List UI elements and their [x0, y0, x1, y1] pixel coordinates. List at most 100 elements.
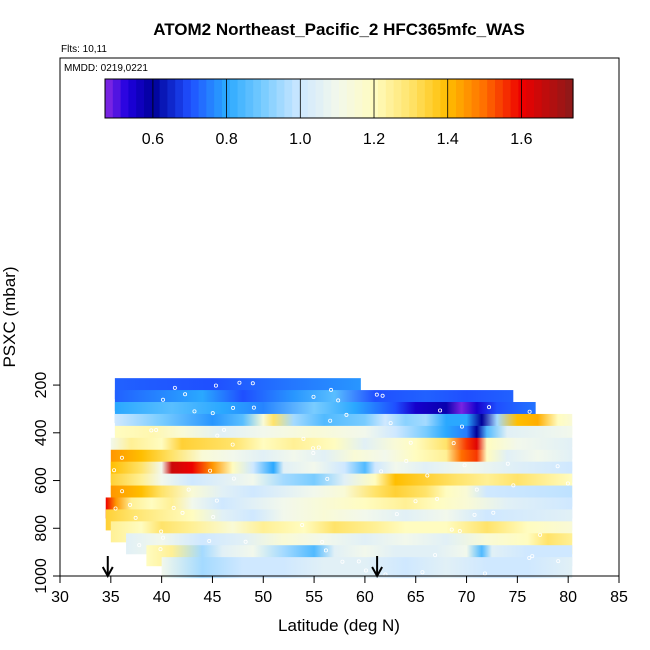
x-tick-label: 85	[610, 589, 628, 606]
sample-point	[565, 481, 570, 486]
colorbar-tick-label: 1.6	[510, 131, 532, 148]
x-axis: 30 35 40 45 50 55 60 65 70 75 80 85	[51, 576, 628, 606]
x-tick-label: 45	[204, 589, 222, 606]
colorbar-cell	[323, 79, 332, 118]
colorbar-frame	[104, 78, 574, 119]
sample-point	[172, 385, 177, 390]
colorbar-cell	[144, 79, 153, 118]
x-tick-label: 65	[407, 589, 425, 606]
colorbar-cell	[128, 79, 137, 118]
colorbar-cell	[276, 79, 285, 118]
colorbar-cell	[526, 79, 535, 118]
sample-point	[183, 392, 188, 397]
colorbar-cell	[136, 79, 145, 118]
sample-point	[435, 496, 440, 501]
sample-point	[556, 559, 561, 564]
sample-point	[413, 499, 418, 504]
x-tick-label: 70	[458, 589, 476, 606]
colorbar-cell	[175, 79, 184, 118]
colorbar-cell	[261, 79, 270, 118]
colorbar-cell	[354, 79, 363, 118]
sample-point	[159, 529, 164, 534]
sample-point	[154, 428, 159, 433]
colorbar-tick-label: 1.0	[289, 131, 311, 148]
colorbar-cell	[245, 79, 254, 118]
sample-point	[380, 393, 385, 398]
sample-point	[128, 502, 133, 507]
colorbar-cell	[120, 79, 129, 118]
sample-point	[160, 397, 165, 402]
colorbar-cell	[385, 79, 395, 118]
y-axis-label: PSXC (mbar)	[0, 266, 19, 367]
x-tick-label: 35	[102, 589, 120, 606]
colorbar-cell	[502, 79, 512, 118]
sample-point	[119, 455, 124, 460]
dates-label: MMDD: 0219,0221	[64, 63, 148, 74]
sample-point	[180, 510, 185, 515]
sample-point	[487, 405, 492, 410]
y-tick-label: 600	[33, 467, 50, 494]
sample-point	[231, 405, 236, 410]
heatmap-cells	[105, 378, 573, 579]
sample-point	[149, 428, 154, 433]
sample-point	[425, 473, 430, 478]
colorbar-cell	[424, 79, 434, 118]
y-tick-label: 800	[33, 515, 50, 542]
sample-point	[482, 571, 487, 576]
colorbar-cell	[549, 79, 558, 118]
sample-point	[491, 510, 496, 515]
sample-point	[388, 421, 393, 426]
colorbar-cell	[409, 79, 418, 118]
y-axis: 200 400 600 800 1000	[33, 372, 60, 594]
down-arrow-icon	[101, 556, 114, 579]
sample-point	[433, 553, 438, 558]
colorbar-cell	[222, 79, 231, 118]
colorbar-cell	[362, 79, 371, 118]
sample-point	[311, 451, 316, 456]
sample-point	[538, 532, 543, 537]
sample-point	[527, 409, 532, 414]
sample-point	[222, 427, 227, 432]
sample-point	[192, 409, 197, 414]
sample-point	[113, 506, 118, 511]
sample-point	[243, 539, 248, 544]
sample-point	[404, 459, 409, 464]
colorbar-cell	[214, 79, 223, 118]
sample-point	[511, 483, 516, 488]
sample-point	[215, 433, 220, 438]
sample-points	[112, 380, 570, 577]
sample-point	[555, 464, 560, 469]
x-tick-label: 55	[305, 589, 323, 606]
sample-point	[329, 387, 334, 392]
sample-point	[133, 515, 138, 520]
colorbar-cell	[105, 79, 114, 118]
colorbar-cell	[300, 79, 309, 118]
colorbar-cell	[393, 79, 402, 118]
colorbar-cell	[565, 79, 574, 118]
plot-frame	[59, 57, 620, 577]
colorbar-cell	[557, 79, 566, 118]
sample-point	[530, 554, 535, 559]
colorbar-cell	[534, 79, 543, 118]
sample-point	[231, 476, 236, 481]
colorbar-cell	[487, 79, 496, 118]
colorbar-cell	[401, 79, 410, 118]
sample-point	[207, 539, 212, 544]
sample-point	[211, 515, 216, 520]
colorbar-tick-label: 0.8	[215, 131, 237, 148]
colorbar-cell	[167, 79, 176, 118]
sample-point	[379, 469, 384, 474]
flights-label: Flts: 10,11	[61, 44, 107, 55]
colorbar-tick-label: 1.4	[437, 131, 459, 148]
colorbar-cell	[206, 79, 215, 118]
colorbar-cell	[417, 79, 426, 118]
colorbar-cell	[448, 79, 457, 118]
sample-point	[420, 570, 425, 575]
sample-point	[408, 440, 413, 445]
colorbar: 0.6 0.8 1.0 1.2 1.4 1.6	[104, 78, 574, 148]
colorbar-cell	[471, 79, 480, 118]
sample-point	[336, 398, 341, 403]
sample-point	[462, 463, 467, 468]
colorbar-cell	[198, 79, 207, 118]
